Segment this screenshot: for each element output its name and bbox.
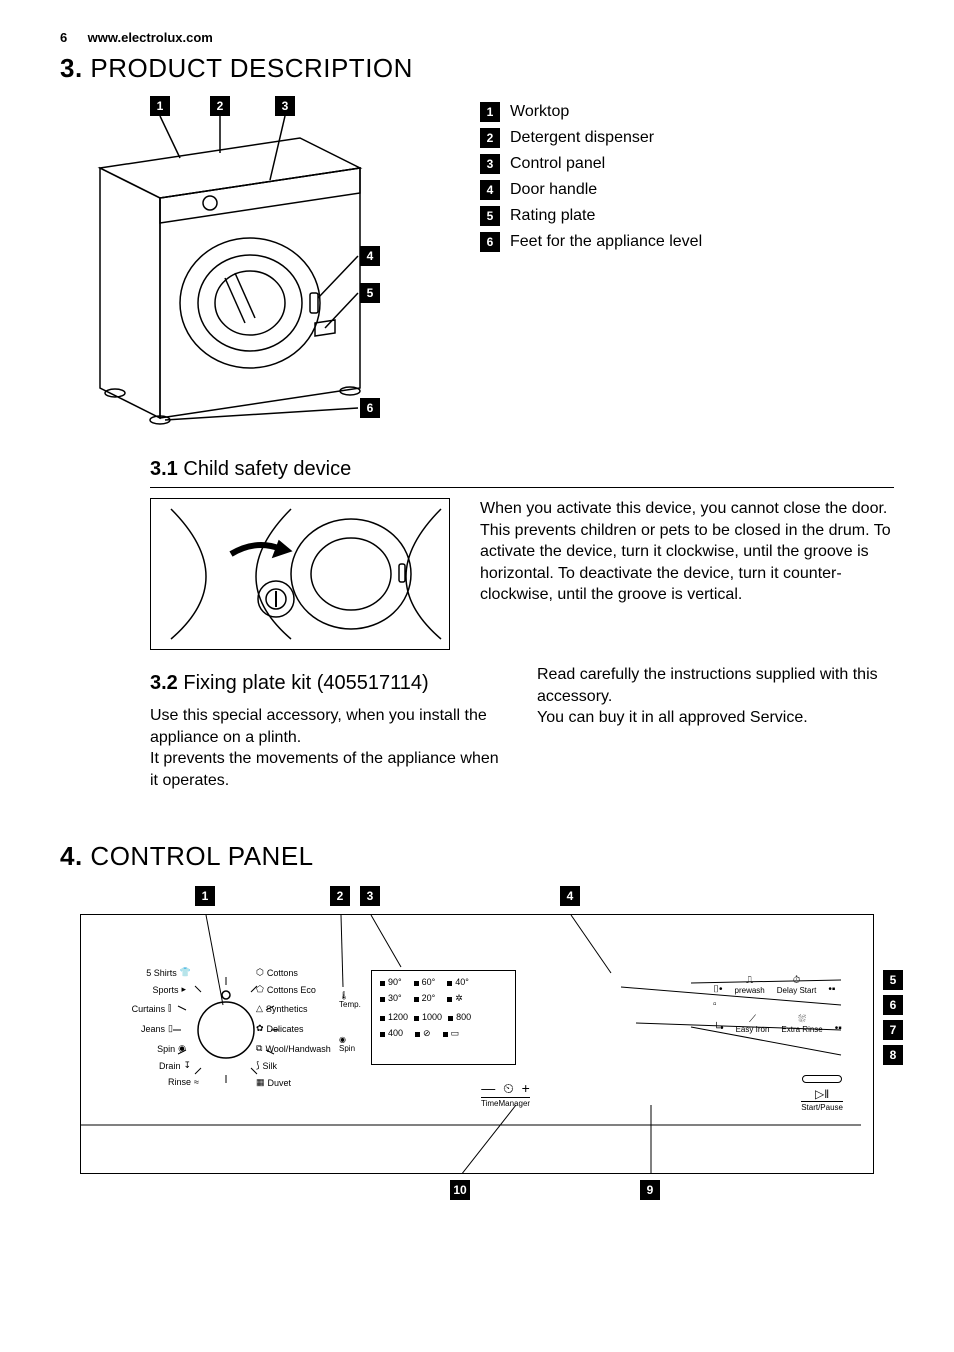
control-panel-figure: 1 2 3 4 5 6 7 8 <box>60 886 894 1208</box>
callout-3: 3 <box>275 96 295 116</box>
temp-90: 90° <box>380 977 402 987</box>
temp-cold: ✲ <box>447 993 463 1004</box>
opt-delay: ⏱Delay Start <box>777 975 817 995</box>
dial-spin: Spin◉ <box>86 1043 186 1054</box>
dial-cottons-eco: ⬠Cottons Eco <box>256 984 316 995</box>
cp-callout-10: 10 <box>450 1180 470 1200</box>
cp-callout-2: 2 <box>330 886 350 906</box>
section-4-title: CONTROL PANEL <box>90 841 313 871</box>
cp-callout-9: 9 <box>640 1180 660 1200</box>
opt-prewash: ⎍prewash <box>735 975 765 995</box>
options-area: ⌷• ⎍prewash ⏱Delay Start •▪ ▫ └• ⟋Easy I… <box>713 975 853 1034</box>
legend-item-5: 5Rating plate <box>480 206 894 226</box>
dial-duvet: ▦Duvet <box>256 1077 291 1088</box>
page-header: 6 www.electrolux.com <box>60 30 894 45</box>
cp-callout-4: 4 <box>560 886 580 906</box>
spin-1200: 1200 <box>380 1012 408 1022</box>
opt-extrarinse: ⛆Extra Rinse <box>781 1014 822 1034</box>
dial-sports: Sports▸ <box>91 984 186 995</box>
cp-callout-5: 5 <box>883 970 903 990</box>
spin-icon: ◉Spin <box>339 1035 355 1053</box>
dial-silk: ⟆Silk <box>256 1060 277 1071</box>
rule-3-1 <box>150 487 894 488</box>
sub-3-1-num: 3.1 <box>150 458 178 480</box>
section-3-heading: 3. PRODUCT DESCRIPTION <box>60 53 894 84</box>
sub-3-1-title: Child safety device <box>183 458 351 480</box>
opt-easyiron: ⟋Easy Iron <box>736 1014 770 1034</box>
sub-3-2-left2: It prevents the movements of the applian… <box>150 748 507 791</box>
dial-delicates: ✿Delicates <box>256 1023 304 1034</box>
sub-3-2-num: 3.2 <box>150 672 178 694</box>
section-3-num: 3. <box>60 53 83 83</box>
dial-5shirts: 5 Shirts👕 <box>91 967 191 978</box>
sub-3-2-right1: Read carefully the instructions supplied… <box>537 664 894 707</box>
section-3-title: PRODUCT DESCRIPTION <box>90 53 413 83</box>
callout-6: 6 <box>360 398 380 418</box>
spin-800: 800 <box>448 1012 471 1022</box>
sub-3-2-title: Fixing plate kit (405517114) <box>183 672 428 694</box>
product-diagram: 1 2 3 4 5 6 <box>60 98 440 438</box>
child-safety-diagram <box>150 498 450 650</box>
legend-item-1: 1Worktop <box>480 102 894 122</box>
spin-400: 400 <box>380 1028 403 1039</box>
opt-door-icon: ⌷• <box>713 984 723 995</box>
temp-icon: 🌡Temp. <box>339 991 361 1009</box>
sub-3-2-right2: You can buy it in all approved Service. <box>537 707 894 729</box>
section-4-heading: 4. CONTROL PANEL <box>60 841 894 872</box>
dial-synthetics: △Synthetics <box>256 1003 307 1014</box>
spin-1000: 1000 <box>414 1012 442 1022</box>
page-url: www.electrolux.com <box>88 30 213 45</box>
sub-3-1-heading: 3.1 Child safety device <box>150 458 894 481</box>
product-legend: 1Worktop 2Detergent dispenser 3Control p… <box>480 98 894 438</box>
temp-30: 30° <box>380 993 402 1004</box>
callout-2: 2 <box>210 96 230 116</box>
dial-cottons: ⬡Cottons <box>256 967 298 978</box>
timemanager-control: — ⏲ + TimeManager <box>481 1080 530 1108</box>
dial-curtains: Curtains⫿ <box>81 1003 171 1014</box>
cp-callout-1: 1 <box>195 886 215 906</box>
spin-hold: ▭ <box>443 1028 460 1039</box>
legend-item-3: 3Control panel <box>480 154 894 174</box>
temp-40: 40° <box>447 977 469 987</box>
cp-callout-7: 7 <box>883 1020 903 1040</box>
control-panel-diagram: 5 6 7 8 <box>80 914 874 1174</box>
callout-4: 4 <box>360 246 380 266</box>
startpause-button: ▷‖ Start/Pause <box>801 1075 843 1112</box>
cp-callout-6: 6 <box>883 995 903 1015</box>
cp-callout-3: 3 <box>360 886 380 906</box>
sub-3-2-heading: 3.2 Fixing plate kit (405517114) <box>150 672 507 695</box>
legend-item-2: 2Detergent dispenser <box>480 128 894 148</box>
dial-jeans: Jeans▯ <box>81 1023 173 1034</box>
dial-wool: ⧉Wool/Handwash <box>256 1043 331 1054</box>
washing-machine-svg <box>60 98 440 438</box>
callout-5: 5 <box>360 283 380 303</box>
sub-3-2-left1: Use this special accessory, when you ins… <box>150 705 507 748</box>
dial-drain: Drain↧ <box>91 1060 191 1071</box>
legend-item-4: 4Door handle <box>480 180 894 200</box>
cp-callout-8: 8 <box>883 1045 903 1065</box>
spin-none: ⊘ <box>415 1028 431 1039</box>
display-box: 90° 60° 40° 30° 20° ✲ 1200 1000 800 400 … <box>371 970 516 1065</box>
sub-3-1-text: When you activate this device, you canno… <box>480 498 894 606</box>
dial-rinse: Rinse≈ <box>99 1077 199 1087</box>
page-number: 6 <box>60 30 84 45</box>
section-4-num: 4. <box>60 841 83 871</box>
callout-1: 1 <box>150 96 170 116</box>
legend-item-6: 6Feet for the appliance level <box>480 232 894 252</box>
temp-60: 60° <box>414 977 436 987</box>
temp-20: 20° <box>414 993 436 1004</box>
